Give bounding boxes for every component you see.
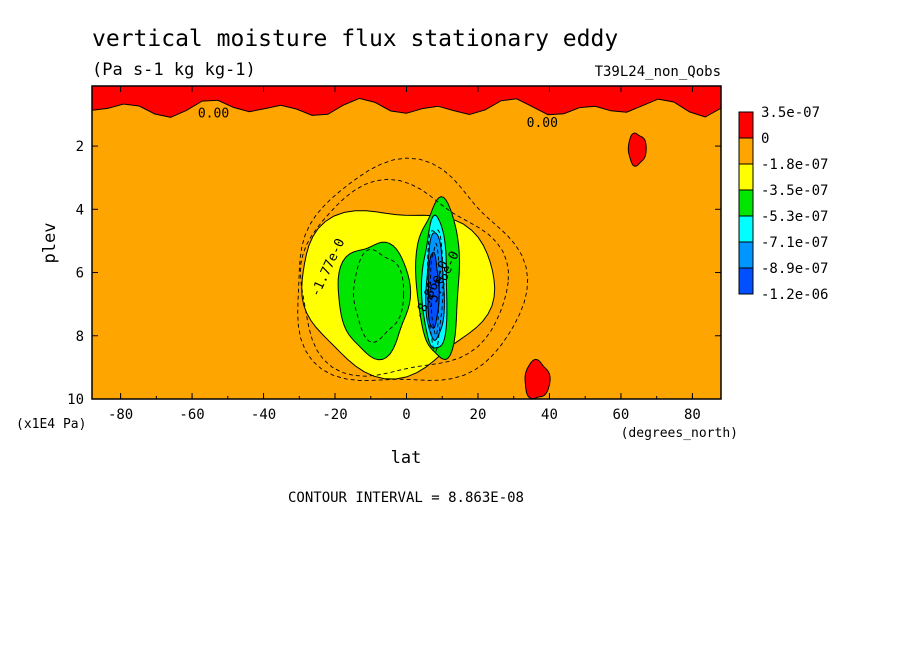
dashed-contour xyxy=(426,229,444,353)
x-tick-label: -60 xyxy=(179,407,204,423)
contour-region xyxy=(337,241,412,361)
contour-label: 0.00 xyxy=(198,107,229,122)
x-tick-label: 0 xyxy=(402,407,410,423)
y-axis-units: (x1E4 Pa) xyxy=(16,417,86,432)
y-tick-label: 6 xyxy=(76,266,84,282)
y-tick-label: 2 xyxy=(76,139,84,155)
y-tick-label: 4 xyxy=(76,202,84,218)
legend-swatch xyxy=(738,137,754,165)
contour-regions xyxy=(92,86,721,399)
legend-swatch xyxy=(738,267,754,295)
legend-swatch xyxy=(738,189,754,217)
dashed-contour xyxy=(299,178,509,377)
legend-label: -3.5e-07 xyxy=(761,183,828,199)
x-tick-label: -20 xyxy=(322,407,347,423)
legend-label: 0 xyxy=(761,131,769,147)
x-axis-units: (degrees_north) xyxy=(621,426,738,441)
y-axis-label: plev xyxy=(40,223,60,264)
legend-label: -5.3e-07 xyxy=(761,209,828,225)
x-tick-label: -40 xyxy=(251,407,276,423)
contour-region xyxy=(627,132,647,167)
y-tick-label: 10 xyxy=(67,392,84,408)
dashed-contour xyxy=(297,157,529,381)
x-axis-label: lat xyxy=(391,448,422,468)
contour-region xyxy=(524,358,551,399)
dashed-contour xyxy=(353,249,405,343)
contour-region xyxy=(92,86,721,118)
legend-swatch xyxy=(738,111,754,139)
x-tick-label: 20 xyxy=(470,407,487,423)
legend-swatch xyxy=(738,241,754,269)
x-axis: -80 -60 -40 -20 0 20 40 60 80 xyxy=(108,86,701,423)
contour-interval: CONTOUR INTERVAL = 8.863E-08 xyxy=(288,490,524,506)
legend-label: -7.1e-07 xyxy=(761,235,828,251)
contour-label: 0.00 xyxy=(527,116,558,131)
plot-area: 0.000.00-1.77e-0 -5.36e-0-8.86e-0 xyxy=(92,86,721,399)
legend-label: -1.2e-06 xyxy=(761,287,828,303)
chart-units: (Pa s-1 kg kg-1) xyxy=(92,60,256,80)
color-legend: 3.5e-07 0 -1.8e-07 -3.5e-07 -5.3e-07 -7.1e-07… xyxy=(738,105,828,303)
legend-label: 3.5e-07 xyxy=(761,105,820,121)
y-axis: 2 4 6 8 10 xyxy=(67,139,721,408)
dataset-label: T39L24_non_Qobs xyxy=(595,64,721,80)
x-tick-label: -80 xyxy=(108,407,133,423)
legend-label: -1.8e-07 xyxy=(761,157,828,173)
legend-swatch xyxy=(738,163,754,191)
legend-swatch xyxy=(738,215,754,243)
x-tick-label: 80 xyxy=(684,407,701,423)
x-tick-label: 60 xyxy=(613,407,630,423)
y-tick-label: 8 xyxy=(76,329,84,345)
x-tick-label: 40 xyxy=(541,407,558,423)
legend-label: -8.9e-07 xyxy=(761,261,828,277)
dashed-contours xyxy=(297,157,529,381)
chart-title: vertical moisture flux stationary eddy xyxy=(92,26,618,52)
